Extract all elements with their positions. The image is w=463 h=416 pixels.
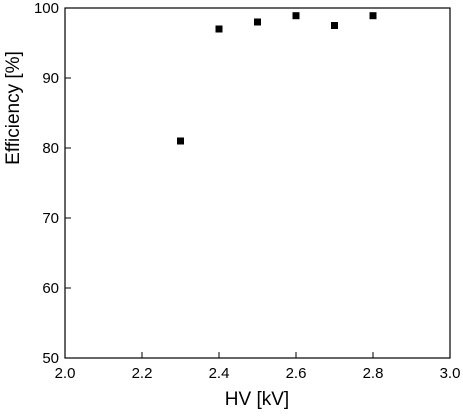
data-points — [177, 12, 377, 145]
x-tick-label: 2.4 — [209, 365, 230, 382]
data-point — [331, 22, 338, 29]
data-point — [292, 12, 300, 20]
x-axis: 2.0 2.2 2.4 2.6 2.8 3.0 — [55, 352, 461, 382]
y-tick-label: 50 — [42, 350, 59, 367]
data-point — [177, 137, 184, 145]
data-point — [215, 25, 223, 33]
x-tick-label: 3.0 — [440, 365, 461, 382]
y-tick-label: 80 — [42, 140, 59, 157]
y-tick-label: 60 — [42, 280, 59, 297]
y-axis-title: Efficiency [%] — [3, 51, 24, 165]
y-tick-label: 90 — [42, 70, 59, 87]
y-tick-label: 100 — [34, 0, 59, 17]
y-axis: 50 60 70 80 90 100 — [34, 0, 71, 367]
data-point — [254, 18, 261, 26]
x-tick-label: 2.8 — [363, 365, 384, 382]
data-point — [369, 12, 377, 20]
x-axis-title: HV [kV] — [225, 389, 289, 410]
x-tick-label: 2.6 — [286, 365, 307, 382]
plot-frame — [64, 7, 451, 359]
x-tick-label: 2.2 — [132, 365, 153, 382]
x-tick-label: 2.0 — [55, 365, 76, 382]
y-tick-label: 70 — [42, 210, 59, 227]
